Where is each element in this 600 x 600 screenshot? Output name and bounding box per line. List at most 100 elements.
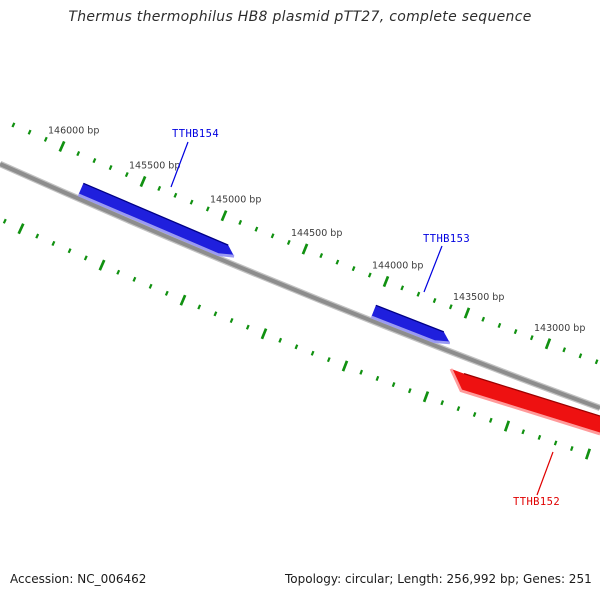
lower-guide-minor-tick	[278, 337, 283, 343]
lower-guide-minor-tick	[440, 400, 445, 406]
gene-arrow-shadow	[83, 182, 229, 246]
ruler-minor-tick	[27, 129, 32, 135]
lower-guide-minor-tick	[472, 411, 477, 418]
ruler-major-tick	[58, 140, 66, 153]
lower-guide-minor-tick	[213, 311, 218, 317]
ruler-minor-tick	[351, 266, 356, 272]
ruler-minor-tick	[157, 185, 162, 191]
lower-guide-minor-tick	[229, 317, 234, 324]
gene-arrow-shadow	[375, 304, 445, 333]
lower-guide-major-tick	[260, 328, 268, 340]
bp-tick-label: 146000 bp	[48, 125, 99, 136]
ruler-minor-tick	[335, 259, 340, 265]
ruler-minor-tick	[513, 329, 518, 335]
topology-length-genes-label: Topology: circular; Length: 256,992 bp; …	[285, 572, 592, 586]
lower-guide-minor-tick	[51, 240, 56, 246]
lower-guide-minor-tick	[326, 357, 331, 363]
lower-guide-minor-tick	[132, 276, 137, 282]
ruler-minor-tick	[124, 172, 129, 178]
gene-arrow-TTHB153[interactable]	[371, 305, 450, 343]
lower-guide-major-tick	[98, 259, 106, 271]
lower-guide-minor-tick	[67, 248, 72, 254]
lower-guide-minor-tick	[294, 344, 299, 350]
ruler-major-tick	[463, 307, 471, 319]
gene-leader-line	[170, 141, 189, 188]
lower-guide-minor-tick	[553, 440, 558, 446]
lower-guide-minor-tick	[407, 388, 412, 394]
ruler-minor-tick	[497, 322, 502, 328]
ruler-minor-tick	[76, 150, 81, 157]
gene-leader-line	[536, 451, 554, 496]
bp-tick-label: 144500 bp	[291, 228, 342, 239]
ruler-major-tick	[139, 175, 147, 188]
gene-arrow-shadow	[463, 372, 600, 417]
ruler-minor-tick	[11, 122, 16, 128]
lower-guide-minor-tick	[164, 290, 169, 296]
ruler-major-tick	[220, 210, 228, 222]
gene-label-TTHB153[interactable]: TTHB153	[423, 233, 470, 245]
gene-arrow-highlight	[370, 315, 451, 345]
ruler-minor-tick	[367, 272, 372, 278]
ruler-minor-tick	[562, 347, 567, 353]
lower-guide-minor-tick	[2, 218, 7, 224]
lower-guide-major-tick	[422, 391, 430, 403]
gene-label-TTHB152[interactable]: TTHB152	[513, 496, 560, 508]
lower-guide-major-tick	[584, 448, 592, 460]
ruler-minor-tick	[448, 304, 453, 310]
ruler-minor-tick	[416, 291, 421, 297]
gene-arrow-highlight	[449, 368, 600, 436]
page-title: Thermus thermophilus HB8 plasmid pTT27, …	[68, 9, 532, 25]
lower-guide-minor-tick	[375, 375, 380, 381]
ruler-minor-tick	[173, 192, 178, 198]
ruler-minor-tick	[108, 165, 113, 171]
lower-guide-minor-tick	[245, 324, 250, 330]
bp-tick-label: 145000 bp	[210, 195, 261, 206]
ruler-minor-tick	[189, 199, 194, 205]
lower-guide-minor-tick	[148, 283, 153, 289]
bp-tick-label: 143000 bp	[534, 323, 585, 334]
lower-guide-minor-tick	[537, 434, 542, 440]
ruler-minor-tick	[594, 359, 599, 365]
ruler-minor-tick	[43, 136, 48, 142]
bp-tick-label: 143500 bp	[453, 292, 504, 303]
lower-guide-minor-tick	[197, 304, 202, 310]
ruler-major-tick	[544, 338, 552, 350]
backbone-line	[0, 162, 600, 410]
lower-guide-minor-tick	[359, 369, 364, 375]
bp-tick-label: 144000 bp	[372, 260, 423, 271]
ruler-minor-tick	[205, 206, 210, 212]
lower-guide-major-tick	[341, 360, 349, 372]
lower-guide-minor-tick	[83, 255, 88, 261]
gene-arrow-TTHB154[interactable]	[78, 183, 235, 257]
ruler-minor-tick	[238, 219, 243, 225]
lower-guide-major-tick	[503, 420, 511, 432]
bp-tick-label: 145500 bp	[129, 161, 180, 172]
gene-arrow-highlight	[77, 193, 235, 258]
ruler-minor-tick	[254, 226, 259, 232]
lower-guide-major-tick	[17, 223, 25, 235]
ruler-major-tick	[382, 275, 390, 288]
lower-guide-minor-tick	[35, 233, 40, 239]
lower-guide-major-tick	[179, 294, 187, 306]
lower-guide-minor-tick	[116, 269, 121, 275]
lower-guide-minor-tick	[488, 417, 493, 423]
gene-label-TTHB154[interactable]: TTHB154	[172, 128, 219, 140]
ruler-minor-tick	[400, 285, 405, 291]
ruler-minor-tick	[481, 316, 486, 322]
ruler-minor-tick	[92, 158, 97, 164]
lower-guide-minor-tick	[391, 382, 396, 388]
ruler-major-tick	[301, 243, 309, 255]
lower-guide-minor-tick	[521, 429, 525, 435]
ruler-minor-tick	[578, 353, 583, 359]
lower-guide-minor-tick	[310, 350, 315, 356]
ruler-minor-tick	[286, 239, 291, 245]
ruler-minor-tick	[270, 233, 275, 239]
accession-label: Accession: NC_006462	[10, 572, 147, 586]
ruler-minor-tick	[432, 297, 437, 304]
ruler-minor-tick	[319, 253, 324, 259]
lower-guide-minor-tick	[570, 445, 574, 452]
gene-arrow-TTHB152[interactable]	[451, 368, 600, 434]
gene-leader-line	[423, 245, 443, 293]
ruler-minor-tick	[529, 335, 534, 341]
